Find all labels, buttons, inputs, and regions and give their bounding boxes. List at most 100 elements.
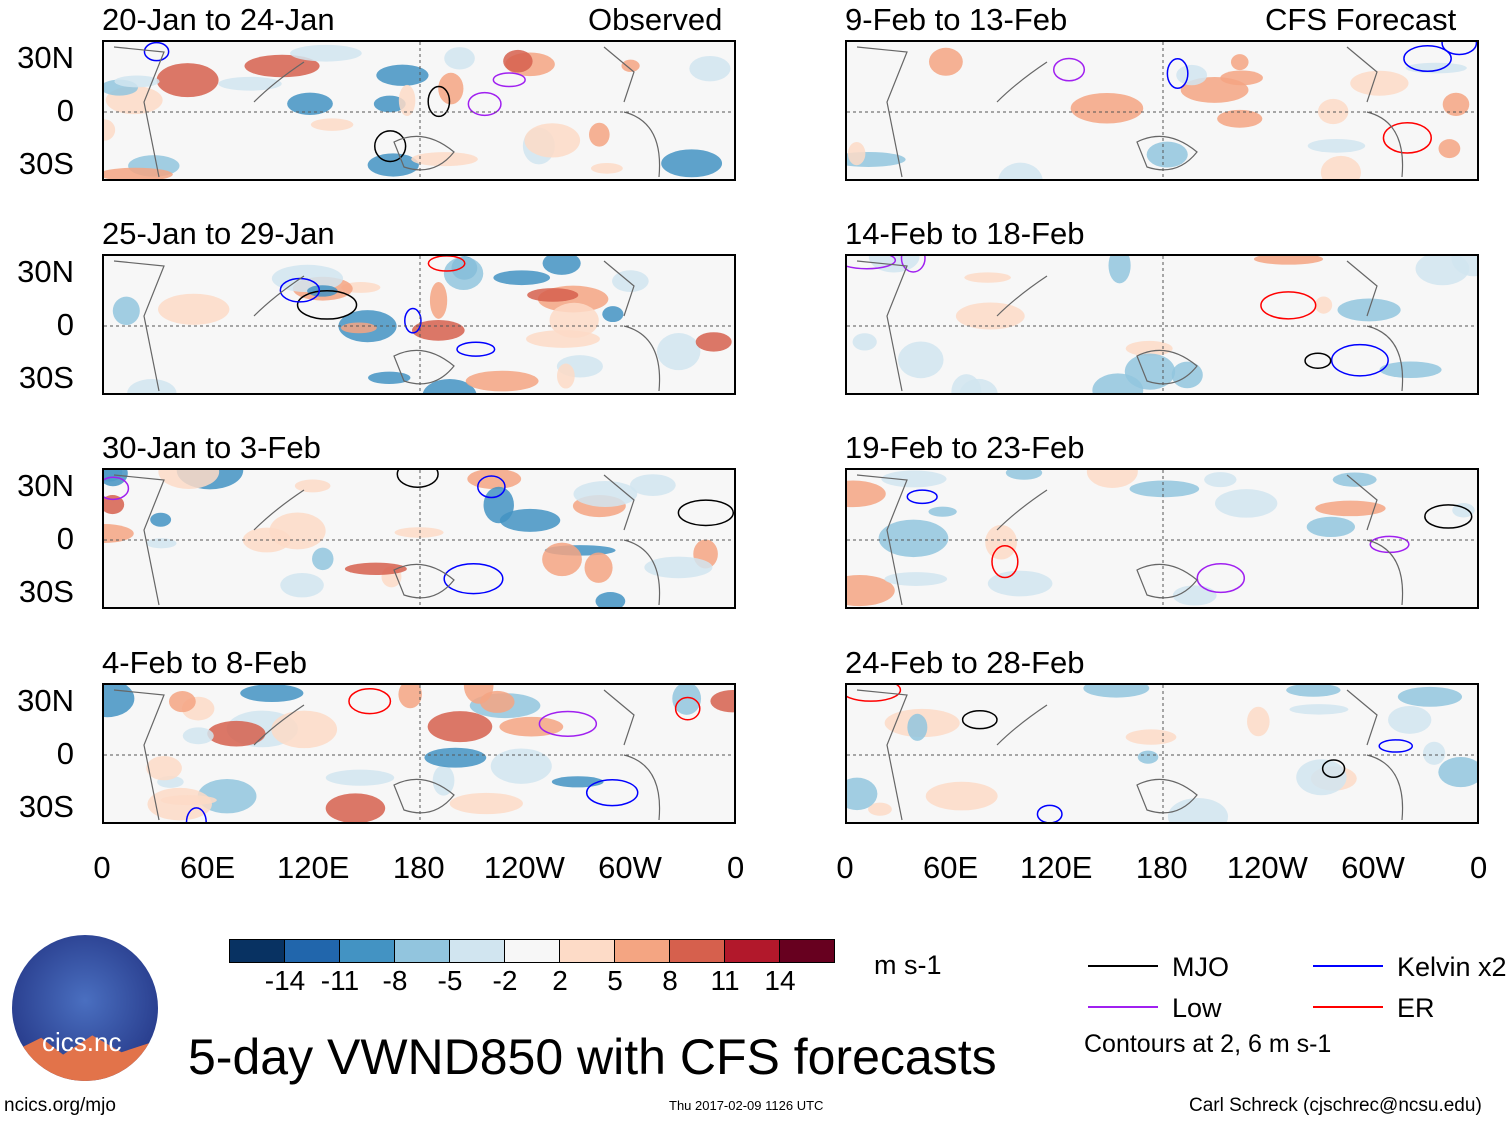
anomaly-shading	[551, 776, 604, 788]
colorbar-label: 11	[710, 965, 740, 996]
wave-contour	[906, 489, 938, 505]
legend-line	[1088, 1006, 1158, 1008]
map-panel	[102, 40, 736, 181]
legend-label: Kelvin x2	[1397, 952, 1507, 982]
anomaly-shading	[556, 363, 575, 389]
continent-outline	[856, 46, 1404, 178]
anomaly-shading	[602, 306, 624, 323]
anomaly-shading	[524, 123, 581, 158]
anomaly-shading	[710, 689, 734, 713]
anomaly-shading	[1086, 470, 1138, 489]
anomaly-shading	[1350, 70, 1409, 96]
lon-label: 120E	[276, 850, 350, 885]
anomaly-shading	[1176, 64, 1208, 86]
wave-contour	[1424, 504, 1473, 529]
anomaly-shading	[847, 575, 895, 607]
legend-label: ER	[1397, 993, 1435, 1023]
anomaly-shading	[218, 76, 282, 91]
wave-contour	[456, 341, 496, 357]
anomaly-shading	[1129, 480, 1200, 498]
anomaly-shading	[310, 118, 354, 131]
wave-contour	[1052, 57, 1086, 82]
colorbar-swatch	[505, 940, 560, 962]
anomaly-shading	[465, 370, 539, 392]
wave-contour	[404, 307, 422, 334]
panel-title: 19-Feb to 23-Feb	[845, 430, 1085, 465]
anomaly-shading	[964, 272, 1011, 283]
wave-contour	[1304, 352, 1332, 369]
anomaly-shading	[955, 302, 1025, 330]
legend-line	[1313, 965, 1383, 967]
continent-outline	[856, 689, 1404, 821]
anomaly-shading	[373, 95, 406, 113]
contour-note: Contours at 2, 6 m s-1	[1084, 1030, 1332, 1058]
wave-contour	[585, 778, 639, 807]
anomaly-shading	[661, 149, 723, 178]
anomaly-shading	[1220, 70, 1263, 86]
lat-label: 0	[56, 307, 74, 342]
anomaly-shading	[1315, 500, 1386, 517]
anomaly-shading	[589, 122, 610, 147]
anomaly-shading	[878, 519, 949, 558]
anomaly-shading	[411, 319, 465, 341]
anomaly-shading	[1307, 138, 1366, 153]
anomaly-shading	[312, 547, 334, 571]
lon-label: 120W	[483, 850, 565, 885]
anomaly-shading	[104, 495, 125, 515]
anomaly-shading	[542, 256, 581, 275]
anomaly-shading	[280, 572, 324, 598]
lon-label: 120W	[1226, 850, 1308, 885]
cics-logo: cics.nc	[12, 935, 158, 1081]
anomaly-shading	[1332, 472, 1377, 487]
lon-label: 60E	[923, 850, 979, 885]
anomaly-shading	[1092, 373, 1144, 393]
anomaly-shading	[146, 755, 182, 781]
anomaly-shading	[1296, 759, 1347, 796]
anomaly-shading	[197, 778, 257, 814]
anomaly-shading	[590, 163, 623, 174]
anomaly-shading	[1438, 757, 1477, 788]
wave-contour	[961, 709, 998, 730]
wave-contour	[143, 42, 170, 62]
continent-outline	[113, 689, 661, 821]
anomaly-shading	[1388, 705, 1432, 734]
lat-label: 30N	[17, 40, 74, 75]
legend-line	[1088, 965, 1158, 967]
anomaly-shading	[898, 341, 944, 379]
continent-outline	[856, 474, 1404, 606]
lon-label: 60E	[180, 850, 236, 885]
colorbar-swatch	[725, 940, 780, 962]
lat-label: 30N	[17, 683, 74, 718]
anomaly-shading	[240, 685, 304, 703]
panel-title: 20-Jan to 24-Jan	[102, 2, 335, 37]
colorbar-units: m s-1	[874, 950, 942, 980]
wave-contour	[538, 710, 598, 737]
colorbar-label: -5	[437, 965, 463, 996]
wave-contour	[674, 696, 701, 721]
lon-label: 180	[1135, 850, 1188, 885]
lon-label: 0	[726, 850, 745, 885]
observed-header: Observed	[588, 2, 723, 37]
anomaly-shading	[928, 506, 957, 517]
anomaly-shading	[907, 713, 928, 741]
anomaly-shading	[271, 710, 338, 749]
wave-contour	[296, 290, 358, 320]
anomaly-shading	[156, 63, 219, 98]
legend-label: Low	[1172, 993, 1222, 1023]
anomaly-shading	[527, 288, 579, 302]
anomaly-shading	[526, 330, 600, 348]
anomaly-shading	[847, 142, 866, 166]
site-link[interactable]: ncics.org/mjo	[4, 1095, 116, 1116]
anomaly-shading	[1083, 685, 1150, 698]
map-panel	[845, 40, 1479, 181]
colorbar-swatch	[340, 940, 395, 962]
continent-outline	[113, 46, 661, 178]
anomaly-shading	[112, 296, 140, 326]
lon-label: 0	[93, 850, 111, 885]
colorbar-label: -14	[264, 965, 306, 996]
wave-contour	[1166, 58, 1189, 90]
lat-label: 30S	[18, 574, 74, 609]
lat-label: 30N	[17, 468, 74, 503]
colorbar-label: -8	[382, 965, 408, 996]
anomaly-shading	[1253, 256, 1324, 265]
